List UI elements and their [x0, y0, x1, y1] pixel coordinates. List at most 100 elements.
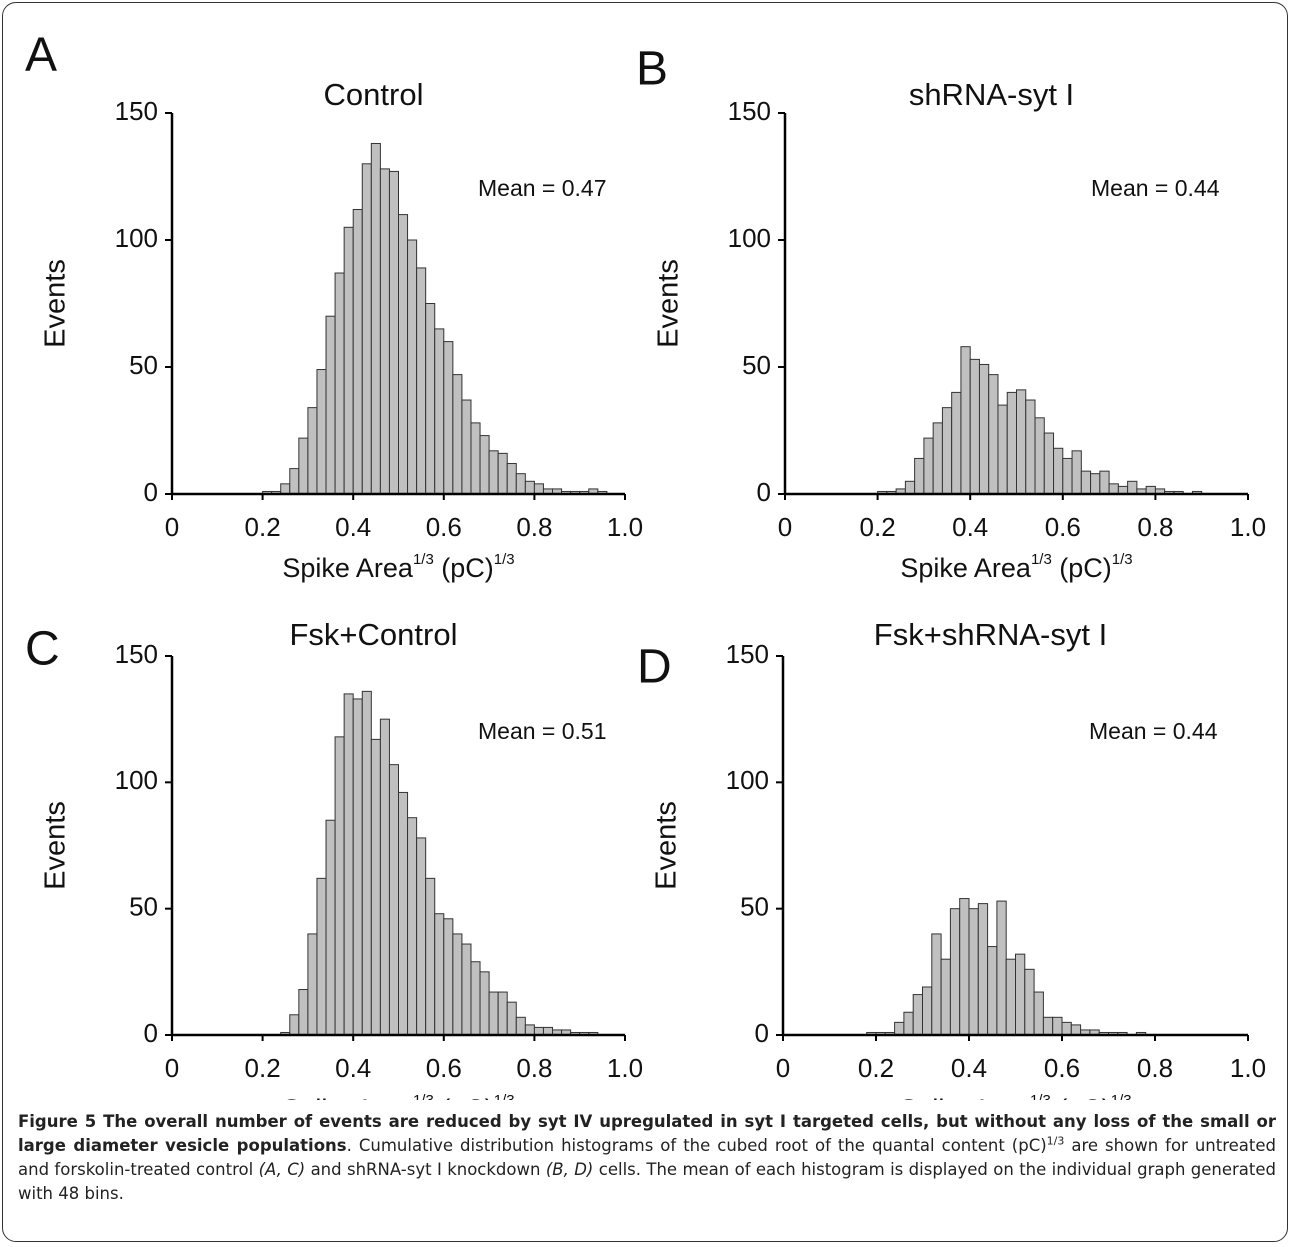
bar	[524, 480, 535, 495]
bar	[307, 407, 318, 495]
chart-title: shRNA-syt I	[909, 77, 1074, 112]
x-tick-label: 0.2	[245, 512, 281, 542]
bar	[325, 315, 336, 495]
bar	[361, 163, 372, 495]
x-tick-label: 1.0	[1230, 512, 1266, 542]
bar	[1005, 958, 1017, 1036]
caption-sup: 1/3	[1046, 1134, 1065, 1148]
bar	[1053, 447, 1064, 495]
bar	[949, 908, 961, 1036]
panel-letter: D	[637, 641, 672, 694]
bar	[1080, 470, 1092, 495]
y-tick-label: 0	[757, 477, 771, 507]
bar	[515, 1016, 526, 1036]
bar	[931, 933, 942, 1036]
x-tick-label: 1.0	[607, 1053, 643, 1083]
bar	[316, 369, 327, 495]
bar	[968, 908, 979, 1036]
x-axis-label-text: Spike Area	[282, 1094, 414, 1100]
panel-letter: B	[636, 43, 668, 96]
x-axis-label-text: Spike Area	[900, 553, 1032, 583]
bar	[452, 374, 463, 495]
bar	[370, 738, 381, 1036]
bar	[379, 718, 390, 1036]
x-axis-label-unit-sup: 1/3	[1111, 1092, 1132, 1100]
x-tick-label: 0	[776, 1053, 790, 1083]
x-axis-label-sup: 1/3	[1031, 551, 1052, 568]
bar	[289, 468, 300, 495]
y-tick-label: 150	[726, 639, 769, 669]
bar	[1025, 399, 1036, 495]
bar	[959, 898, 970, 1036]
x-tick-label: 0.4	[952, 512, 988, 542]
caption-italic: (A, C)	[258, 1160, 306, 1179]
bar	[951, 391, 962, 495]
bar	[997, 404, 1008, 495]
x-axis-label-sup: 1/3	[1030, 1092, 1051, 1100]
bar	[352, 698, 363, 1036]
x-tick-label: 0.6	[426, 512, 462, 542]
bar	[533, 483, 544, 495]
bar	[479, 971, 490, 1036]
bar	[316, 877, 327, 1036]
x-tick-label: 0.2	[245, 1053, 281, 1083]
bar	[941, 407, 953, 495]
x-axis-label-unit-sup: 1/3	[1112, 551, 1133, 568]
x-tick-label: 0.6	[426, 1053, 462, 1083]
bar	[969, 358, 980, 495]
bar	[1062, 457, 1073, 495]
x-axis-label: Spike Area1/3 (pC)1/3	[900, 551, 1132, 583]
chart-title: Fsk+shRNA-syt I	[874, 617, 1107, 652]
y-axis-label: Events	[40, 801, 72, 890]
x-axis-label-unit: (pC)	[434, 553, 494, 583]
x-tick-label: 0.8	[516, 512, 552, 542]
x-axis-label-sup: 1/3	[413, 551, 434, 568]
y-axis-label: Events	[651, 801, 683, 890]
bar	[416, 267, 427, 495]
y-tick-label: 150	[115, 639, 158, 669]
bar	[1099, 470, 1110, 495]
bar	[343, 226, 354, 495]
x-axis-label-unit: (pC)	[1052, 553, 1112, 583]
annotation: Mean = 0.44	[1089, 718, 1218, 744]
bar	[1024, 968, 1035, 1036]
bar	[461, 943, 472, 1036]
x-tick-label: 0.4	[335, 1053, 371, 1083]
bar	[1127, 480, 1138, 495]
caption-normal: . Cumulative distribution histograms of …	[346, 1136, 1047, 1155]
y-axis-label: Events	[653, 259, 685, 348]
bar	[940, 958, 951, 1036]
bar	[978, 363, 990, 495]
bar	[416, 837, 427, 1036]
y-tick-label: 50	[129, 350, 158, 380]
bar	[894, 1021, 905, 1036]
bar	[912, 994, 924, 1036]
x-tick-label: 0.2	[858, 1053, 894, 1083]
y-tick-label: 100	[115, 765, 158, 795]
bar	[488, 450, 499, 495]
x-axis-label: Spike Area1/3 (pC)1/3	[282, 1092, 514, 1100]
x-axis-label-unit: (pC)	[1051, 1094, 1111, 1100]
x-tick-label: 0	[165, 1053, 179, 1083]
bar	[497, 452, 508, 495]
bar	[1071, 450, 1082, 495]
caption-normal: are shown for untreated and forskolin-tr…	[18, 1136, 1276, 1179]
bar	[425, 877, 436, 1036]
chart-title: Fsk+Control	[290, 617, 458, 652]
bar	[434, 328, 445, 495]
bar	[334, 736, 345, 1036]
caption-italic: (B, D)	[545, 1160, 594, 1179]
bar	[1052, 1016, 1063, 1036]
bar	[289, 1014, 300, 1036]
bar	[914, 457, 925, 495]
bar	[987, 946, 998, 1036]
x-tick-label: 0.8	[516, 1053, 552, 1083]
x-tick-label: 1.0	[607, 512, 643, 542]
bar	[1033, 991, 1044, 1036]
bar	[452, 933, 463, 1036]
chart-title: Control	[324, 77, 424, 112]
bar	[352, 209, 363, 495]
bar	[988, 374, 999, 495]
